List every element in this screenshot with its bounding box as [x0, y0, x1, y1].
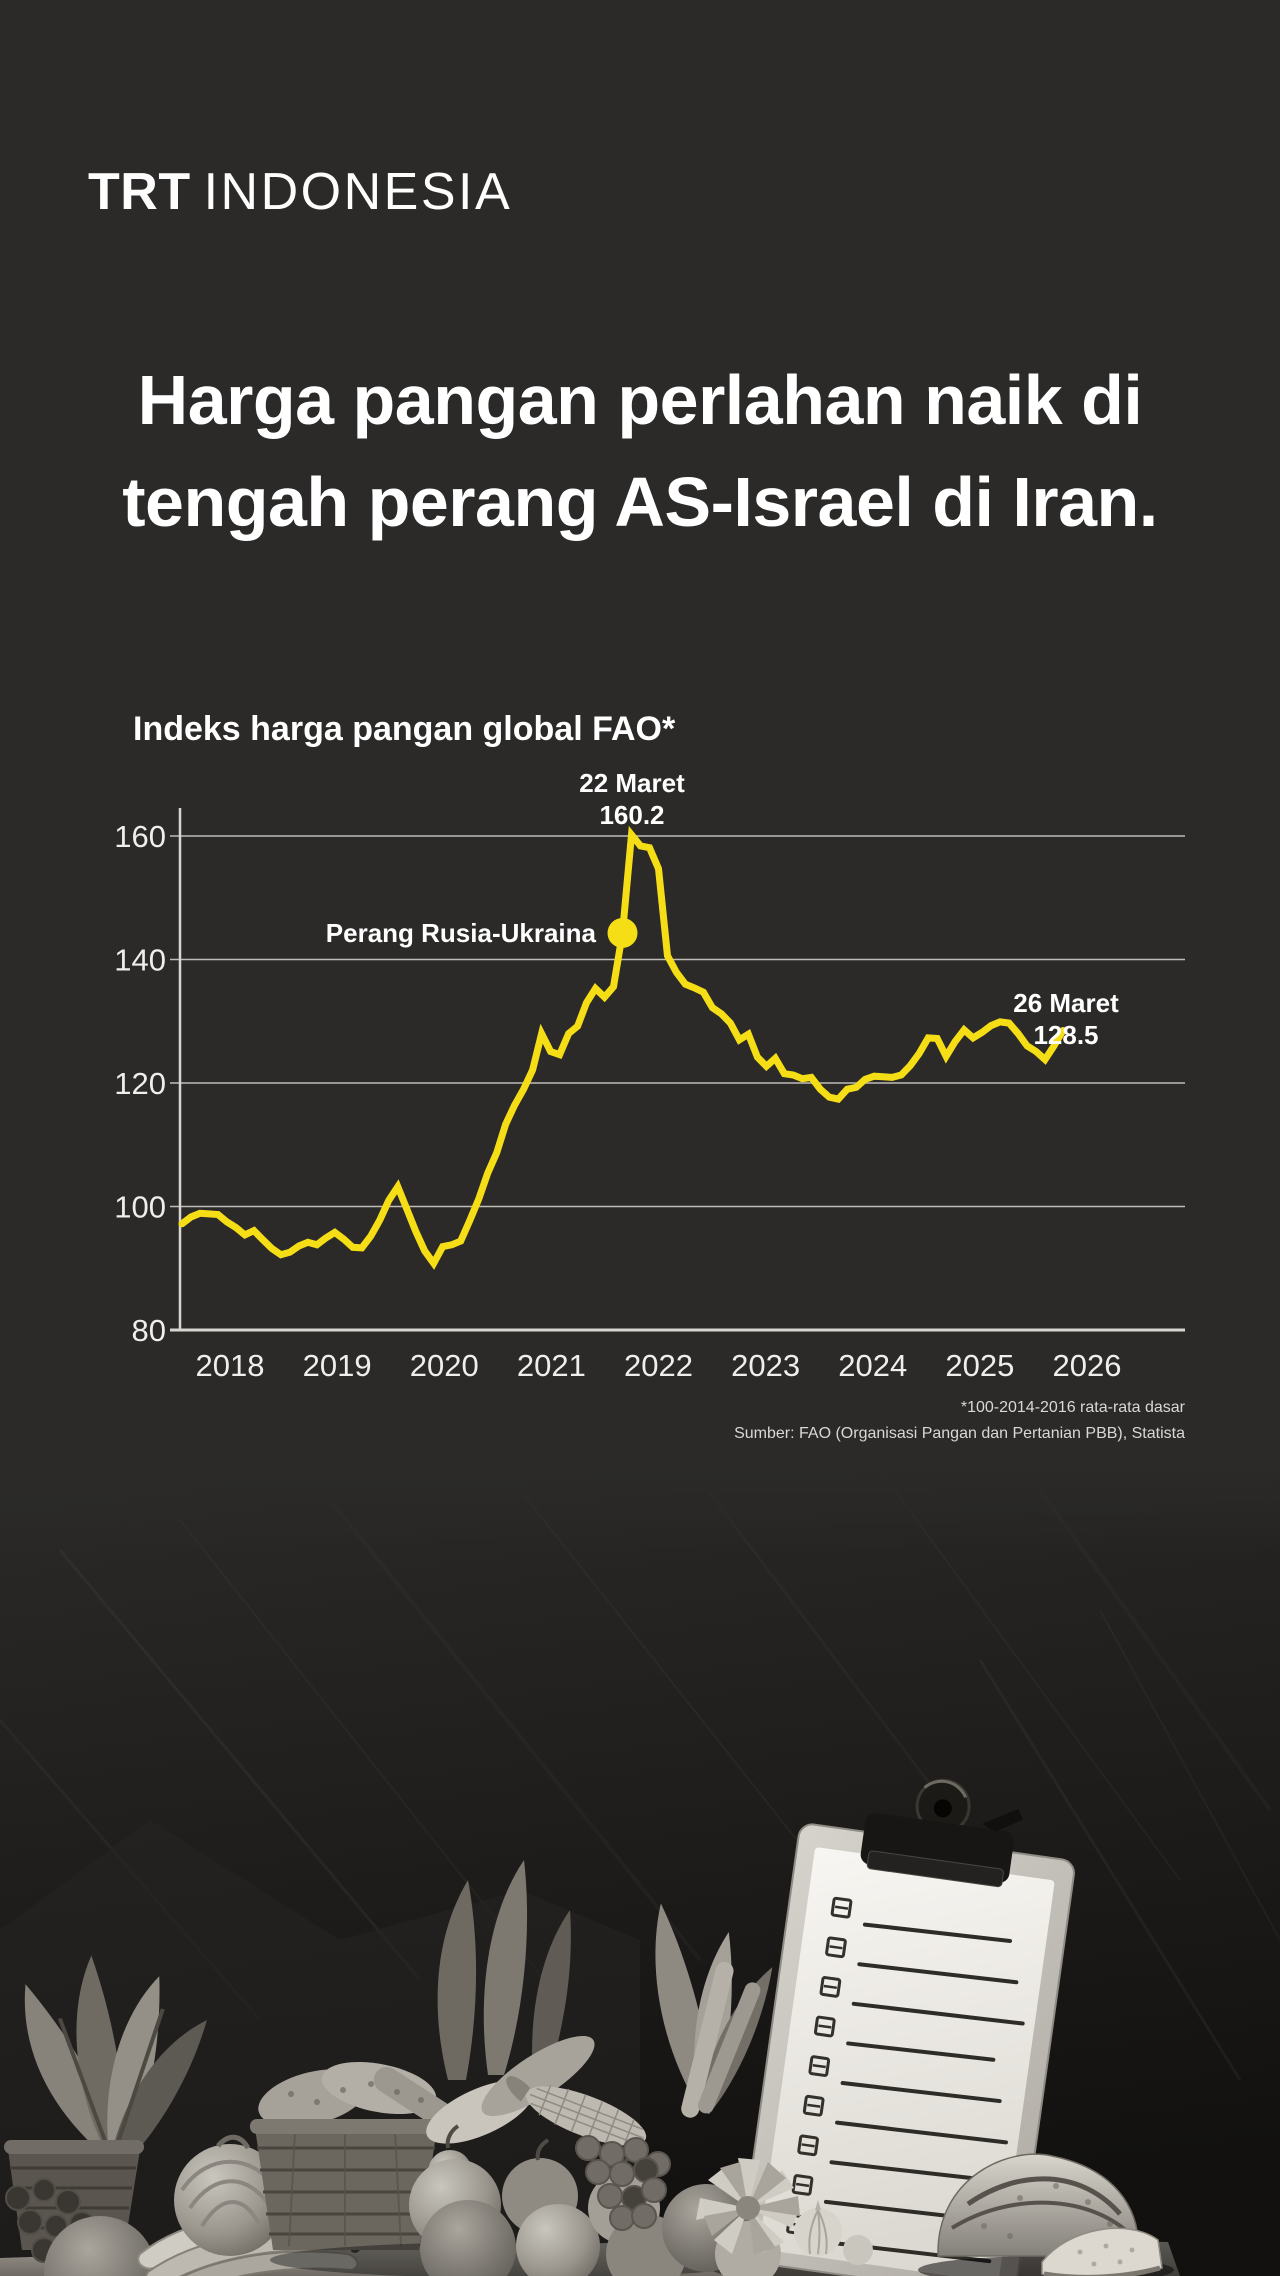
headline-line2: tengah perang AS-Israel di Iran. [122, 463, 1158, 541]
grape-cluster [575, 2135, 671, 2231]
event-dot [607, 917, 638, 948]
leafy-greens-left [24, 1955, 207, 2168]
x-tick-2022: 2022 [624, 1348, 693, 1383]
checkbox-mark [812, 2063, 826, 2069]
peak-annotation-date: 22 Maret [579, 768, 685, 798]
logo-indonesia: INDONESIA [203, 163, 513, 221]
x-tick-2025: 2025 [945, 1348, 1014, 1383]
price-line [178, 825, 1067, 1270]
x-tick-2024: 2024 [838, 1348, 907, 1383]
y-tick-labels: 160 140 120 100 80 [114, 819, 166, 1348]
peach [44, 2216, 156, 2276]
y-tick-120: 120 [114, 1066, 166, 1101]
apple [516, 2204, 600, 2276]
checklist-line [862, 1922, 1013, 1943]
checkbox-icon [808, 2055, 831, 2077]
x-tick-2020: 2020 [410, 1348, 479, 1383]
checklist-line [829, 2160, 979, 2181]
end-annotation-value: 128.5 [1033, 1020, 1098, 1050]
checkbox-icon [797, 2134, 819, 2157]
garlic [794, 2200, 873, 2265]
checklist-line [851, 2001, 1025, 2026]
checkbox-icon [802, 2094, 825, 2117]
slate-ridge [0, 1820, 640, 2276]
checklist-line [857, 1962, 1019, 1985]
checklist-line [835, 2120, 1008, 2145]
checkbox-mark [818, 2024, 832, 2029]
checkbox-mark [807, 2103, 821, 2108]
corn-cob [506, 2076, 647, 2146]
checkbox-icon [825, 1936, 847, 1959]
logo-trt: TRT [88, 163, 191, 221]
checkbox-mark [823, 1984, 838, 1990]
y-tick-80: 80 [132, 1313, 166, 1348]
checkbox-icon [791, 2174, 814, 2196]
corn-and-peppers [426, 1860, 647, 2146]
gridlines [170, 835, 1185, 1332]
end-annotation-date: 26 Maret [1013, 988, 1119, 1018]
brand-logo: TRT INDONESIA [88, 166, 512, 218]
chart-source: Sumber: FAO (Organisasi Pangan dan Perta… [734, 1425, 1185, 1442]
headline: Harga pangan perlahan naik di tengah per… [0, 349, 1280, 553]
leaf-bunch-center [655, 1903, 773, 2118]
checkbox-mark [795, 2182, 810, 2188]
x-tick-2023: 2023 [731, 1348, 800, 1383]
x-tick-2021: 2021 [517, 1348, 586, 1383]
headline-line1: Harga pangan perlahan naik di [137, 361, 1143, 439]
checkbox-icon [813, 2015, 836, 2038]
x-tick-2019: 2019 [303, 1348, 372, 1383]
x-tick-labels: 2018 2019 2020 2021 2022 2023 2024 2025 2026 [196, 1348, 1122, 1383]
y-tick-100: 100 [114, 1190, 166, 1225]
still-life-photo [0, 1460, 1280, 2276]
y-tick-140: 140 [114, 943, 166, 978]
y-tick-160: 160 [114, 819, 166, 854]
photo-top-fade [0, 1460, 1280, 1555]
orange [420, 2200, 516, 2276]
chart-footnote: *100-2014-2016 rata-rata dasar [961, 1399, 1186, 1416]
carnation-flower [696, 2158, 800, 2254]
cabbage [174, 2134, 286, 2256]
checkbox-mark [801, 2143, 815, 2148]
event-annotation-label: Perang Rusia-Ukraina [326, 918, 597, 948]
checklist [786, 1896, 1025, 2264]
price-line-group [178, 825, 1067, 1270]
checkbox-mark [834, 1905, 849, 1910]
checklist-line [840, 2081, 1002, 2104]
checkbox-icon [819, 1976, 842, 1998]
peak-annotation-value: 160.2 [599, 800, 664, 830]
checkbox-mark [829, 1945, 843, 1950]
checklist-line [846, 2041, 996, 2062]
bread-loaf [918, 2153, 1174, 2276]
x-tick-2018: 2018 [196, 1348, 265, 1383]
chart-title: Indeks harga pangan global FAO* [133, 710, 676, 748]
checkbox-icon [830, 1896, 853, 1919]
clipboard-clip [860, 1778, 1024, 1888]
x-tick-2026: 2026 [1053, 1348, 1122, 1383]
